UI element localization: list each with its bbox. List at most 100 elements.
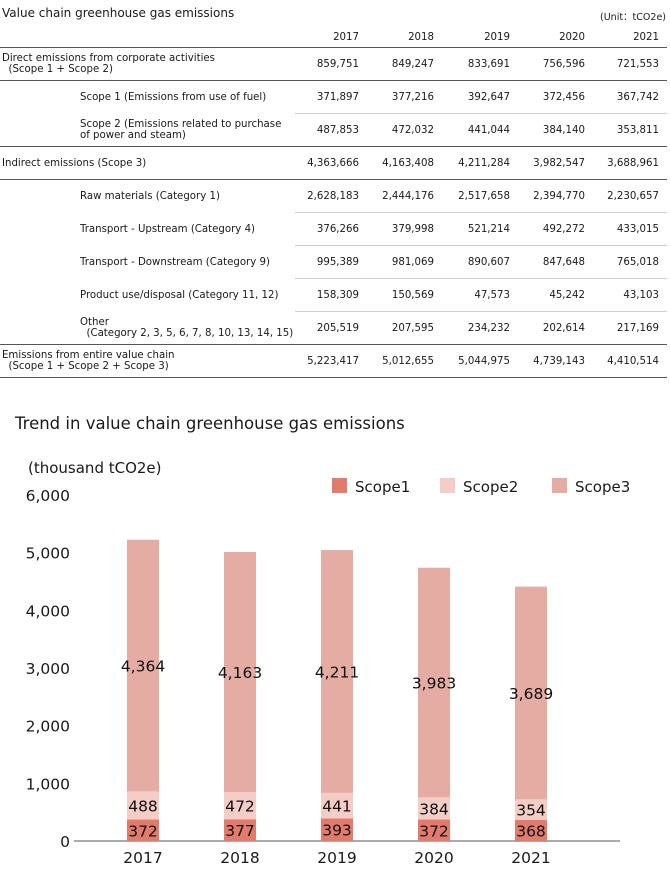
- header-year: 2018: [367, 28, 442, 48]
- y-tick-label: 5,000: [26, 545, 70, 563]
- row-label-line: of power and steam): [80, 129, 186, 141]
- cell-value: 392,647: [442, 80, 518, 114]
- data-label: 3,689: [509, 685, 553, 703]
- cell-value: 353,811: [593, 113, 667, 147]
- data-label: 372: [128, 822, 158, 840]
- cell-value: 5,223,417: [295, 344, 367, 378]
- header-year: 2019: [442, 28, 518, 48]
- table-row: Product use/disposal (Category 11, 12) 15…: [0, 278, 667, 312]
- cell-value: 377,216: [367, 80, 442, 114]
- data-label: 488: [128, 797, 158, 815]
- cell-value: 765,018: [593, 245, 667, 279]
- cell-value: 367,742: [593, 80, 667, 114]
- bar-segment: [321, 550, 353, 793]
- data-label: 354: [516, 802, 546, 820]
- table-row: Scope 2 (Emissions related to purchase of…: [0, 113, 667, 147]
- bar-segment: [515, 819, 547, 841]
- table-row: Transport - Downstream (Category 9) 995,3…: [0, 245, 667, 279]
- row-label-line: Scope 2 (Emissions related to purchase: [80, 118, 282, 130]
- legend-label: Scope2: [463, 478, 518, 496]
- data-label: 377: [225, 822, 255, 840]
- data-label: 4,163: [218, 664, 262, 682]
- cell-value: 847,648: [518, 245, 593, 279]
- header-year: 2017: [295, 28, 367, 48]
- cell-value: 433,015: [593, 212, 667, 246]
- y-tick-label: 3,000: [26, 660, 70, 678]
- bar-segment: [224, 551, 256, 793]
- y-tick-label: 2,000: [26, 718, 70, 736]
- row-label-line: Other: [80, 316, 109, 328]
- emissions-table-container: 2017 2018 2019 2020 2021 Direct emission…: [0, 28, 670, 378]
- x-tick-label: 2019: [317, 849, 356, 867]
- row-label: Product use/disposal (Category 11, 12): [0, 279, 295, 312]
- cell-value: 371,897: [295, 80, 367, 114]
- bar-segment: [127, 791, 159, 820]
- cell-value: 217,169: [593, 311, 667, 345]
- row-label: Raw materials (Category 1): [0, 180, 295, 213]
- cell-value: 205,519: [295, 311, 367, 345]
- bar-segment: [418, 797, 450, 820]
- chart-title: Trend in value chain greenhouse gas emis…: [15, 414, 405, 433]
- bar-segment: [321, 792, 353, 819]
- row-label: Scope 2 (Emissions related to purchase of…: [0, 113, 295, 147]
- table-row: Raw materials (Category 1) 2,628,183 2,444…: [0, 179, 667, 213]
- x-tick-label: 2021: [511, 849, 550, 867]
- cell-value: 4,163,408: [367, 146, 442, 180]
- unit-label: (Unit：tCO2e): [600, 12, 666, 23]
- cell-value: 2,628,183: [295, 179, 367, 213]
- cell-value: 4,739,143: [518, 344, 593, 378]
- row-label: Indirect emissions (Scope 3): [0, 146, 295, 180]
- cell-value: 441,044: [442, 113, 518, 147]
- cell-value: 45,242: [518, 278, 593, 312]
- row-label: Direct emissions from corporate activiti…: [0, 47, 295, 81]
- cell-value: 384,140: [518, 113, 593, 147]
- cell-value: 4,410,514: [593, 344, 667, 378]
- row-label-line: (Category 2, 3, 5, 6, 7, 8, 10, 13, 14, …: [80, 327, 294, 339]
- x-tick-label: 2017: [123, 849, 162, 867]
- bar-segment: [515, 799, 547, 820]
- cell-value: 833,691: [442, 47, 518, 81]
- y-axis-label: (thousand tCO2e): [28, 459, 162, 477]
- cell-value: 43,103: [593, 278, 667, 312]
- row-label: Other (Category 2, 3, 5, 6, 7, 8, 10, 13…: [0, 311, 295, 345]
- cell-value: 859,751: [295, 47, 367, 81]
- table-row: Indirect emissions (Scope 3) 4,363,666 4,1…: [0, 146, 667, 180]
- data-label: 4,364: [121, 658, 165, 676]
- bar-segment: [418, 819, 450, 841]
- header-blank: [0, 28, 295, 48]
- data-label: 441: [322, 798, 352, 816]
- x-tick-label: 2020: [414, 849, 453, 867]
- cell-value: 2,517,658: [442, 179, 518, 213]
- cell-value: 849,247: [367, 47, 442, 81]
- cell-value: 3,688,961: [593, 146, 667, 180]
- cell-value: 756,596: [518, 47, 593, 81]
- table-row: Emissions from entire value chain (Scope…: [0, 344, 667, 378]
- table-row: Direct emissions from corporate activiti…: [0, 47, 667, 81]
- row-label-line: Emissions from entire value chain: [2, 350, 175, 361]
- table-row: Other (Category 2, 3, 5, 6, 7, 8, 10, 13…: [0, 311, 667, 345]
- data-label: 368: [516, 822, 546, 840]
- bar-segment: [127, 819, 159, 841]
- table-title: Value chain greenhouse gas emissions: [2, 6, 235, 20]
- bar-segment: [515, 586, 547, 800]
- cell-value: 207,595: [367, 311, 442, 345]
- cell-value: 379,998: [367, 212, 442, 246]
- table-body: Direct emissions from corporate activiti…: [0, 47, 667, 378]
- cell-value: 372,456: [518, 80, 593, 114]
- row-label: Scope 1 (Emissions from use of fuel): [0, 81, 295, 114]
- row-label-line: Transport - Upstream (Category 4): [80, 223, 256, 235]
- row-label-line: Transport - Downstream (Category 9): [80, 256, 270, 268]
- cell-value: 376,266: [295, 212, 367, 246]
- row-label-line: (Scope 1 + Scope 2): [2, 64, 113, 75]
- y-tick-label: 0: [60, 833, 70, 851]
- bars: 372 488 4,364 377 472 4,163 393 441 4,211 372 384 3…: [121, 539, 553, 841]
- data-label: 372: [419, 822, 449, 840]
- cell-value: 3,982,547: [518, 146, 593, 180]
- data-label: 3,983: [412, 675, 456, 693]
- bar-segment: [418, 567, 450, 798]
- x-axis: 2017 2018 2019 2020 2021: [123, 849, 550, 867]
- row-label-line: Direct emissions from corporate activiti…: [2, 53, 215, 64]
- cell-value: 890,607: [442, 245, 518, 279]
- emissions-table: 2017 2018 2019 2020 2021 Direct emission…: [0, 28, 667, 378]
- legend-label: Scope3: [575, 478, 630, 496]
